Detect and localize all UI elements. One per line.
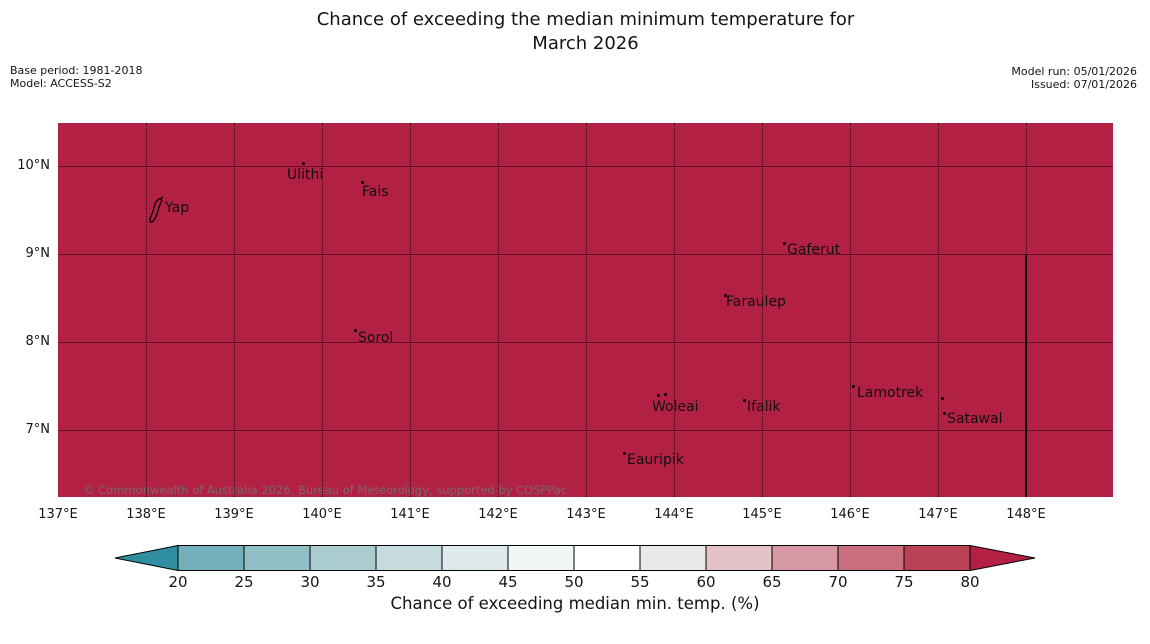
island-marker-dot [361,181,364,184]
island-label-yap: Yap [165,200,190,216]
island-marker-dot [657,394,660,397]
colorbar-tick-label: 45 [498,573,518,591]
longitude-gridline [938,123,939,497]
longitude-gridline [146,123,147,497]
colorbar-right-arrow [969,545,1036,571]
colorbar-segment [243,545,311,571]
island-marker-dot [852,385,855,388]
colorbar-left-arrow [114,545,179,571]
x-axis-tick-label: 147°E [918,507,958,522]
meridian-boundary-line [1025,254,1027,497]
y-axis-tick-label: 10°N [17,158,50,173]
longitude-gridline [410,123,411,497]
island-marker-dot [623,452,626,455]
longitude-gridline [322,123,323,497]
island-label-lamotrek: Lamotrek [857,385,924,401]
island-label-sorol: Sorol [358,330,394,346]
colorbar-tick-label: 25 [234,573,254,591]
y-axis-tick-label: 8°N [25,334,51,349]
yap-island-outline [149,196,164,223]
island-label-ulithi: Ulithi [287,167,324,183]
colorbar-tick-label: 55 [630,573,650,591]
colorbar-segment [573,545,641,571]
colorbar-segment [309,545,377,571]
latitude-gridline [58,342,1113,343]
base-period-text: Base period: 1981-2018 [10,64,143,77]
island-marker-dot [354,329,357,332]
x-axis-tick-label: 140°E [302,507,342,522]
colorbar-segment [837,545,905,571]
chart-title: Chance of exceeding the median minimum t… [58,8,1113,56]
x-axis-tick-label: 137°E [38,507,78,522]
x-axis-tick-label: 138°E [126,507,166,522]
island-label-fais: Fais [362,184,389,200]
run-info-left: Base period: 1981-2018 Model: ACCESS-S2 [10,64,142,90]
colorbar-tick-label: 60 [696,573,716,591]
colorbar-tick-label: 65 [762,573,782,591]
longitude-gridline [762,123,763,497]
colorbar-tick-label: 35 [366,573,386,591]
chart-title-line2: March 2026 [532,33,639,54]
longitude-gridline [498,123,499,497]
run-info-right: Model run: 05/01/2026 Issued: 07/01/2026 [1011,65,1137,91]
colorbar-segment [441,545,509,571]
longitude-gridline [674,123,675,497]
x-axis-tick-label: 141°E [390,507,430,522]
issued-text: Issued: 07/01/2026 [1030,78,1137,91]
colorbar-segment [177,545,245,571]
island-marker-dot [941,397,944,400]
colorbar-tick-label: 30 [300,573,320,591]
y-axis-tick-label: 7°N [25,422,51,437]
model-run-text: Model run: 05/01/2026 [1011,65,1137,78]
latitude-gridline [58,166,1113,167]
longitude-gridline [850,123,851,497]
colorbar-tick-label: 40 [432,573,452,591]
colorbar-segment [903,545,971,571]
island-label-gaferut: Gaferut [787,242,841,258]
y-axis-tick-label: 9°N [25,246,51,261]
copyright-text: © Commonwealth of Australia 2026, Bureau… [83,483,568,497]
island-marker-dot [943,412,946,415]
x-axis-tick-label: 143°E [566,507,606,522]
latitude-gridline [58,254,1113,255]
latitude-gridline [58,430,1113,431]
island-label-ifalik: Ifalik [747,399,781,415]
longitude-gridline [234,123,235,497]
island-label-faraulep: Faraulep [726,294,786,310]
colorbar [114,545,1036,571]
x-axis-tick-label: 139°E [214,507,254,522]
colorbar-segment [375,545,443,571]
island-label-satawal: Satawal [947,411,1003,427]
x-axis-tick-label: 145°E [742,507,782,522]
island-marker-dot [743,399,746,402]
chart-title-line1: Chance of exceeding the median minimum t… [316,9,855,30]
island-label-eauripik: Eauripik [627,452,684,468]
model-text: Model: ACCESS-S2 [10,77,112,90]
colorbar-tick-label: 80 [960,573,980,591]
x-axis-tick-label: 142°E [478,507,518,522]
island-marker-dot [664,393,667,396]
x-axis-tick-label: 144°E [654,507,694,522]
island-marker-dot [724,294,727,297]
colorbar-tick-label: 75 [894,573,914,591]
colorbar-segment [705,545,773,571]
colorbar-segment [639,545,707,571]
colorbar-tick-label: 20 [168,573,188,591]
island-marker-dot [302,162,305,165]
colorbar-tick-label: 70 [828,573,848,591]
longitude-gridline [586,123,587,497]
colorbar-segment [771,545,839,571]
colorbar-label: Chance of exceeding median min. temp. (%… [390,594,760,613]
colorbar-segment [507,545,575,571]
island-marker-dot [783,242,786,245]
x-axis-tick-label: 148°E [1006,507,1046,522]
map-canvas: © Commonwealth of Australia 2026, Bureau… [58,123,1113,497]
x-axis-tick-label: 146°E [830,507,870,522]
island-label-woleai: Woleai [652,399,699,415]
colorbar-tick-label: 50 [564,573,584,591]
